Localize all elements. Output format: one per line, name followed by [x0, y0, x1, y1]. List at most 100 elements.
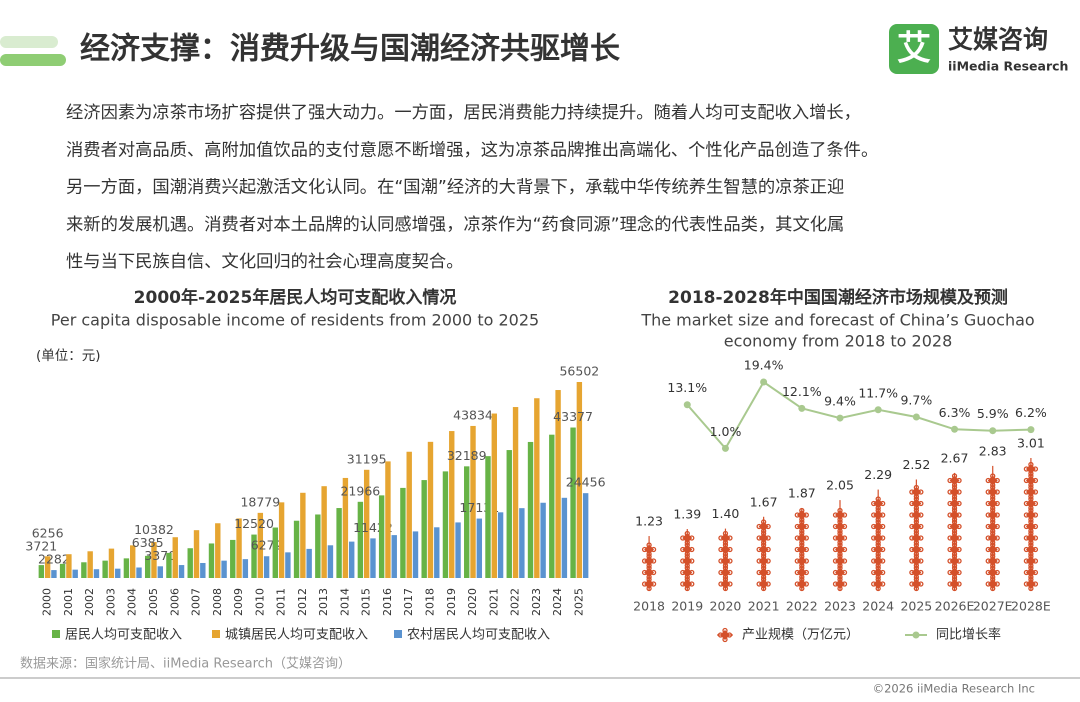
knot-part	[875, 496, 881, 502]
knot-part	[644, 579, 655, 589]
bar	[464, 466, 470, 578]
knot-part	[1032, 569, 1039, 576]
knot-part	[720, 544, 731, 555]
knot-part	[990, 519, 996, 525]
bar	[251, 534, 257, 578]
bar	[242, 559, 249, 578]
knot-part	[985, 523, 991, 530]
bar	[102, 560, 108, 578]
knot-part	[722, 585, 729, 592]
knot-part	[911, 521, 922, 532]
knot-part	[956, 546, 962, 553]
bar	[123, 558, 130, 578]
knot-part	[994, 546, 1000, 553]
knot-part	[873, 567, 884, 578]
knot-part	[684, 574, 690, 580]
knot-part	[794, 569, 800, 576]
knot-part	[718, 581, 724, 587]
knot-part	[689, 581, 695, 587]
knot-part	[765, 523, 771, 530]
bar	[278, 502, 285, 578]
bar	[130, 545, 136, 578]
bar	[370, 538, 376, 578]
knot-part	[837, 565, 843, 571]
knot-part	[913, 585, 920, 592]
knot-part	[947, 512, 953, 518]
knot-part	[909, 512, 915, 518]
knot-part	[837, 516, 843, 523]
knot-part	[994, 477, 1000, 484]
bar	[272, 527, 278, 578]
knot-part	[949, 510, 960, 520]
knot-part	[799, 585, 805, 592]
x-tick-label: 2019	[671, 599, 703, 614]
bar	[476, 518, 483, 578]
knot-part	[646, 585, 652, 592]
knot-part	[756, 535, 762, 541]
knot-part	[722, 562, 729, 569]
knot-part	[947, 489, 953, 495]
bar	[357, 501, 364, 578]
knot-part	[873, 521, 884, 532]
knot-part	[1032, 500, 1039, 507]
knot-part	[987, 510, 998, 520]
knot-part	[951, 542, 958, 548]
knot-part	[873, 579, 884, 589]
knot-part	[913, 565, 920, 571]
knot-part	[832, 558, 839, 564]
knot-part	[994, 535, 1000, 541]
knot-part	[875, 574, 881, 580]
data-label: 1.23	[635, 514, 663, 529]
paragraph-line: 性与当下民族自信、文化回归的社会心理高度契合。	[66, 252, 463, 272]
knot-part	[913, 493, 920, 500]
data-label: 43377	[553, 409, 593, 424]
knot-part	[951, 528, 958, 534]
knot-part	[909, 489, 915, 495]
bar	[485, 456, 491, 578]
knot-part	[987, 544, 998, 555]
unit-label: (单位：元)	[36, 348, 101, 364]
knot-part	[951, 482, 958, 488]
knot-part	[646, 542, 652, 548]
knot-part	[646, 553, 652, 560]
knot-part	[1025, 544, 1036, 555]
knot-part	[1025, 487, 1036, 497]
bar	[72, 569, 78, 578]
knot-part	[990, 539, 996, 546]
knot-part	[758, 521, 769, 532]
knot-stack	[1023, 458, 1039, 592]
knot-part	[718, 546, 724, 553]
knot-part	[951, 574, 958, 580]
knot-part	[1028, 484, 1034, 491]
knot-part	[1028, 551, 1034, 557]
knot-part	[1023, 512, 1030, 518]
bar	[434, 527, 440, 578]
data-label: 2.67	[941, 450, 969, 465]
bar	[178, 565, 185, 578]
knot-part	[985, 489, 991, 495]
knot-part	[794, 581, 800, 587]
knot-part	[799, 574, 805, 580]
knot-part	[951, 484, 958, 491]
knot-part	[641, 558, 648, 564]
knot-stack	[947, 472, 962, 592]
x-tick-label: 2025	[900, 599, 932, 614]
bar	[93, 569, 100, 578]
knot-part	[1025, 579, 1036, 589]
knot-part	[765, 569, 771, 576]
legend-swatch	[52, 630, 60, 638]
knot-part	[760, 528, 767, 534]
chart-title: 2018-2028年中国国潮经济市场规模及预测	[668, 287, 1008, 308]
knot-part	[722, 627, 728, 634]
knot-part	[796, 521, 807, 532]
knot-part	[1023, 535, 1030, 541]
knot-part	[875, 528, 881, 534]
knot-part	[947, 523, 953, 530]
knot-part	[758, 556, 769, 566]
knot-part	[689, 558, 695, 564]
knot-part	[803, 569, 809, 576]
page-title: 经济支撑：消费升级与国潮经济共驱增长	[80, 32, 620, 67]
knot-part	[871, 512, 877, 518]
data-label: 6256	[32, 526, 64, 541]
knot-part	[799, 553, 805, 560]
